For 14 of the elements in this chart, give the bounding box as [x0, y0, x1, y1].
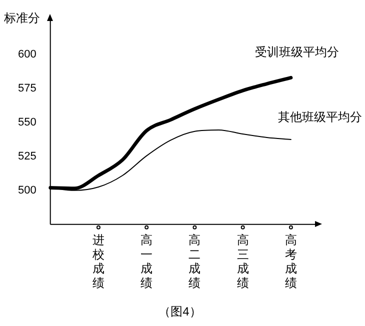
x-tick-label: 进校成绩	[91, 232, 104, 290]
text: 受训班级平均分	[254, 44, 339, 59]
y-tick-label: 550	[18, 116, 36, 129]
y-tick-label: 575	[18, 82, 36, 95]
x-tick-label: 高二成绩	[188, 232, 201, 290]
series-label: 其他班级平均分	[278, 110, 362, 124]
x-tick-label: 高考成绩	[284, 232, 297, 290]
y-tick-label: 500	[18, 184, 36, 196]
x-tick-label: 高三成绩	[236, 232, 249, 290]
text: （图4）	[158, 304, 202, 318]
x-tick-label: 高一成绩	[140, 232, 153, 290]
y-tick-label: 600	[18, 48, 36, 61]
y-axis-title: 标准分	[3, 10, 40, 25]
y-tick-label: 525	[18, 150, 36, 162]
